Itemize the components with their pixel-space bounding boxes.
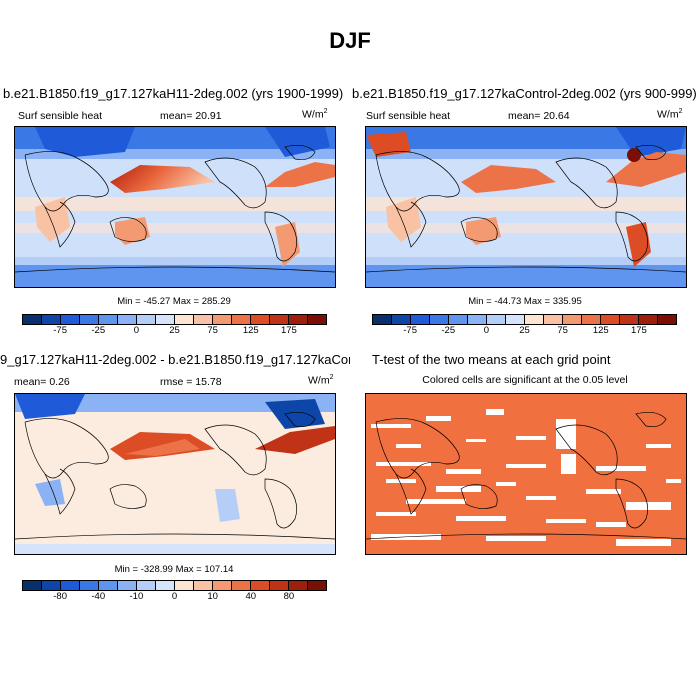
panel-3-tick: 40 [245, 591, 257, 602]
panel-1-unit: W/m2 [302, 108, 328, 121]
panel-3-map [14, 393, 336, 555]
panel-1-tick: 25 [169, 325, 180, 336]
panel-2-minmax: Min = -44.73 Max = 335.95 [468, 296, 582, 307]
panel-3-tick: -80 [53, 591, 67, 602]
panel-1-tick: 75 [207, 325, 218, 336]
panel-1-map [14, 126, 336, 288]
panel-2-map [365, 126, 687, 288]
panel-1-tick: 0 [133, 325, 140, 336]
panel-2-tick: 125 [592, 325, 609, 336]
panel-3-tick: 80 [283, 591, 295, 602]
panel-1-variable: Surf sensible heat [18, 110, 103, 122]
panel-2-tick: 75 [557, 325, 568, 336]
panel-2-title: b.e21.B1850.f19_g17.127kaControl-2deg.00… [352, 86, 697, 101]
panel-2-tick: 0 [483, 325, 490, 336]
panel-2-unit: W/m2 [657, 108, 683, 121]
panel-1-tick: 125 [242, 325, 259, 336]
figure-title: DJF [329, 28, 371, 53]
panel-3-rmse: rmse = 15.78 [160, 376, 222, 388]
panel-4-subtitle: Colored cells are significant at the 0.0… [422, 374, 628, 386]
panel-4-title: T-test of the two means at each grid poi… [372, 352, 611, 367]
panel-3-tick: 10 [207, 591, 218, 602]
panel-1-colorbar: -75 -25 0 25 75 125 175 [22, 314, 327, 337]
panel-3-minmax: Min = -328.99 Max = 107.14 [114, 564, 234, 575]
panel-1-mean: mean= 20.91 [160, 110, 222, 122]
panel-1-minmax: Min = -45.27 Max = 285.29 [117, 296, 231, 307]
panel-2-colorbar: -75 -25 0 25 75 125 175 [372, 314, 677, 337]
panel-1-tick: 175 [280, 325, 297, 336]
panel-3-mean: mean= 0.26 [14, 376, 70, 388]
panel-2-tick: 25 [519, 325, 530, 336]
panel-2-mean: mean= 20.64 [508, 110, 570, 122]
panel-4-map [365, 393, 687, 555]
panel-1-title: b.e21.B1850.f19_g17.127kaH11-2deg.002 (y… [3, 86, 344, 101]
panel-1-tick: -75 [53, 325, 67, 336]
panel-2-tick: -75 [403, 325, 417, 336]
panel-3-colorbar: -80 -40 -10 0 10 40 80 [22, 580, 327, 603]
panel-2-tick: -25 [441, 325, 456, 336]
panel-3-title: 9_g17.127kaH11-2deg.002 - b.e21.B1850.f1… [0, 352, 350, 367]
panel-2-tick: 175 [630, 325, 647, 336]
panel-3-colorbar-bar [22, 580, 327, 591]
panel-1-tick: -25 [91, 325, 106, 336]
panel-2-variable: Surf sensible heat [366, 110, 451, 122]
panel-3-tick: 0 [171, 591, 178, 602]
panel-1-colorbar-bar [22, 314, 327, 325]
panel-3-tick: -40 [91, 591, 106, 602]
panel-2-colorbar-bar [372, 314, 677, 325]
panel-3-tick: -10 [129, 591, 144, 602]
panel-3-unit: W/m2 [308, 374, 334, 387]
